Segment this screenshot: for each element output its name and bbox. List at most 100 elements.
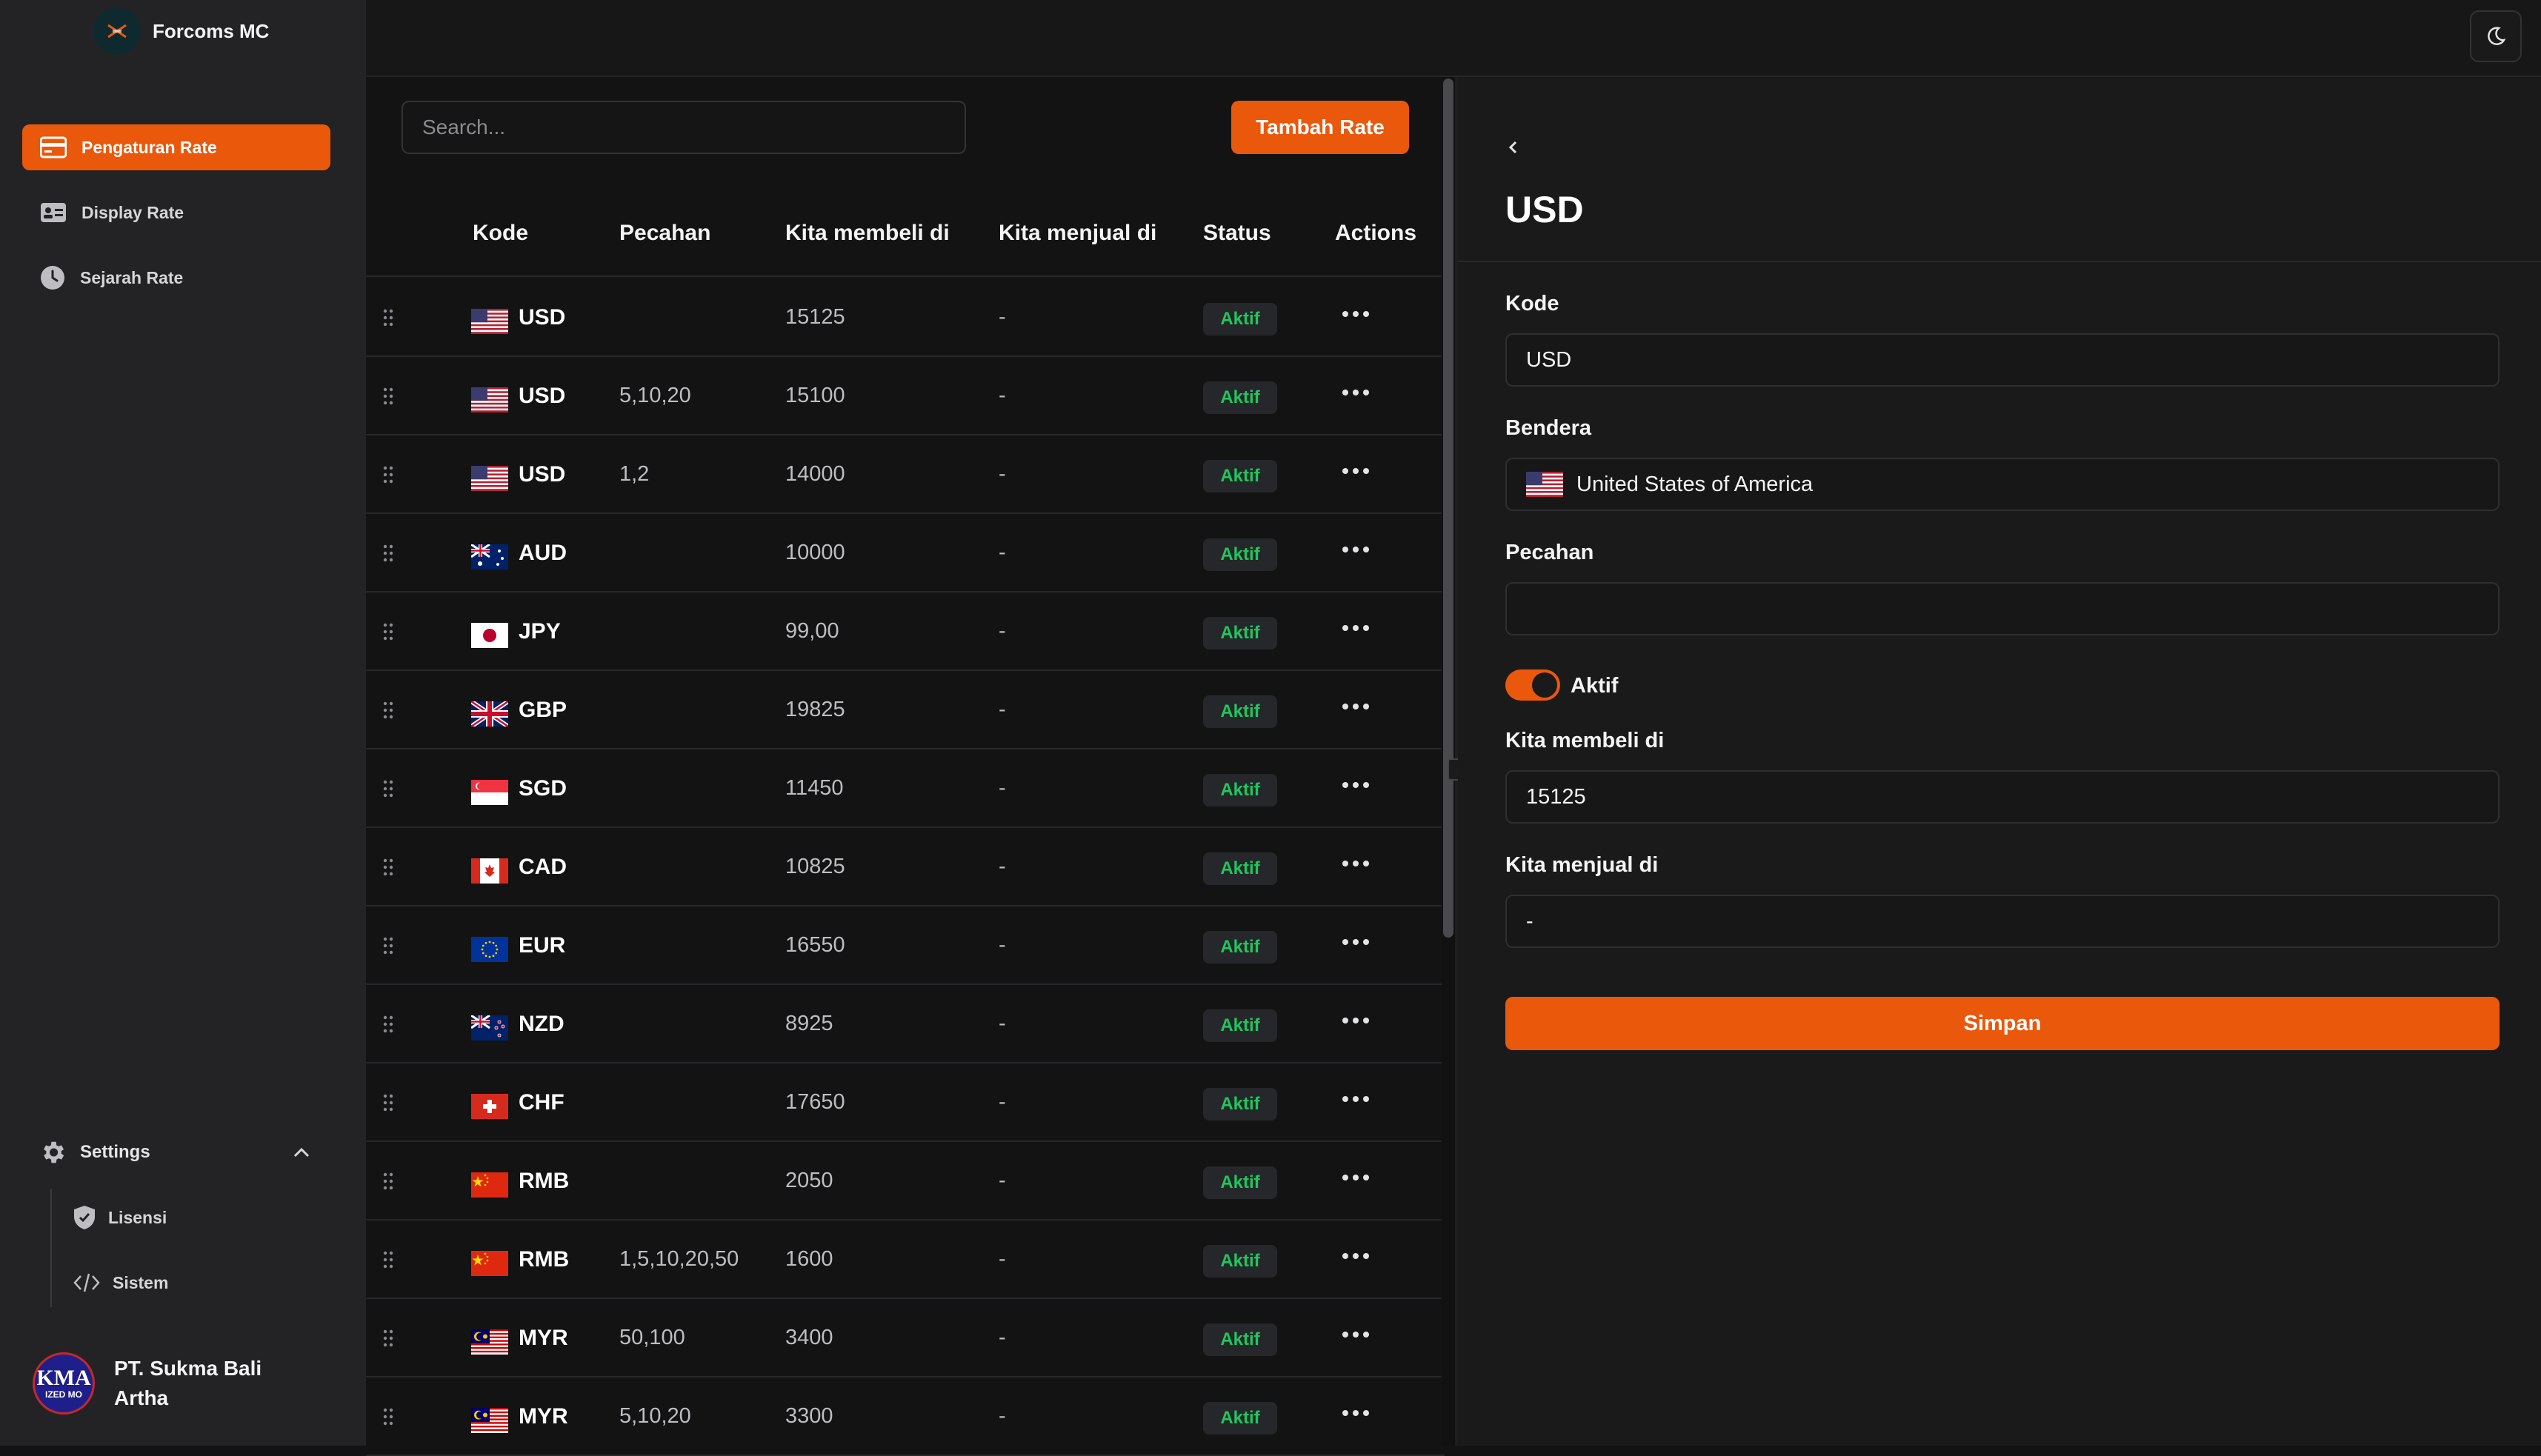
- drag-handle-icon[interactable]: [382, 622, 394, 641]
- beli-value: 15125: [1526, 784, 1586, 809]
- more-actions-icon[interactable]: [1341, 624, 1371, 632]
- sidebar-item-pengaturan-rate[interactable]: Pengaturan Rate: [22, 124, 330, 170]
- drag-handle-icon[interactable]: [382, 1329, 394, 1348]
- table-row[interactable]: SGD 11450 - Aktif: [366, 749, 1445, 828]
- sidebar-item-sistem[interactable]: Sistem: [73, 1263, 168, 1302]
- beli-field[interactable]: 15125: [1505, 770, 2500, 824]
- flag-gb-icon: [471, 701, 508, 727]
- cell-kode: RMB: [519, 1169, 570, 1193]
- search-input[interactable]: [402, 101, 966, 154]
- top-bar: [366, 0, 2541, 77]
- more-actions-icon[interactable]: [1341, 1095, 1371, 1103]
- drag-handle-icon[interactable]: [382, 544, 394, 563]
- more-actions-icon[interactable]: [1341, 1252, 1371, 1260]
- table-row[interactable]: CHF 17650 - Aktif: [366, 1063, 1445, 1142]
- table-row[interactable]: USD 5,10,20 15100 - Aktif: [366, 357, 1445, 435]
- drag-handle-icon[interactable]: [382, 465, 394, 484]
- table-row[interactable]: USD 15125 - Aktif: [366, 278, 1445, 357]
- sidebar-item-lisensi[interactable]: Lisensi: [73, 1198, 167, 1237]
- more-actions-icon[interactable]: [1341, 938, 1371, 946]
- status-badge: Aktif: [1203, 460, 1277, 492]
- settings-label: Settings: [80, 1142, 150, 1162]
- cell-jual: -: [999, 1169, 1006, 1192]
- table-row[interactable]: NZD 8925 - Aktif: [366, 985, 1445, 1063]
- cell-beli: 3400: [785, 1326, 833, 1349]
- table-row[interactable]: RMB 2050 - Aktif: [366, 1142, 1445, 1220]
- flag-ca-icon: [471, 858, 508, 884]
- more-actions-icon[interactable]: [1341, 702, 1371, 711]
- table-row[interactable]: RMB 1,5,10,20,50 1600 - Aktif: [366, 1220, 1445, 1299]
- company-profile[interactable]: KMA IZED MO PT. Sukma Bali Artha: [33, 1352, 277, 1415]
- app-title: Forcoms MC: [153, 19, 270, 42]
- sidebar-item-sejarah-rate[interactable]: Sejarah Rate: [22, 255, 330, 301]
- more-actions-icon[interactable]: [1341, 545, 1371, 554]
- cell-beli: 99,00: [785, 619, 839, 643]
- drag-handle-icon[interactable]: [382, 1015, 394, 1034]
- cell-pecahan: 5,10,20: [619, 384, 691, 407]
- more-actions-icon[interactable]: [1341, 467, 1371, 475]
- column-header-kode: Kode: [473, 221, 528, 245]
- settings-toggle[interactable]: Settings: [39, 1132, 313, 1173]
- flag-my-icon: [471, 1329, 508, 1355]
- more-actions-icon[interactable]: [1341, 1016, 1371, 1025]
- table-row[interactable]: CAD 10825 - Aktif: [366, 828, 1445, 906]
- cell-kode: AUD: [519, 541, 567, 565]
- cell-jual: -: [999, 776, 1006, 800]
- sidebar: Forcoms MC Pengaturan Rate Display Rate …: [0, 0, 366, 1446]
- theme-toggle-button[interactable]: [2470, 10, 2522, 62]
- column-header-actions: Actions: [1335, 221, 1417, 245]
- drag-handle-icon[interactable]: [382, 1172, 394, 1191]
- more-actions-icon[interactable]: [1341, 310, 1371, 318]
- table-row[interactable]: JPY 99,00 - Aktif: [366, 592, 1445, 671]
- drag-handle-icon[interactable]: [382, 387, 394, 406]
- brand[interactable]: Forcoms MC: [93, 7, 269, 55]
- column-header-jual: Kita menjual di: [999, 221, 1157, 245]
- more-actions-icon[interactable]: [1341, 1409, 1371, 1417]
- drag-handle-icon[interactable]: [382, 936, 394, 955]
- cell-jual: -: [999, 1404, 1006, 1428]
- cell-jual: -: [999, 305, 1006, 329]
- more-actions-icon[interactable]: [1341, 1173, 1371, 1182]
- scrollbar-thumb[interactable]: [1443, 79, 1453, 938]
- page-title: USD: [1505, 189, 1584, 230]
- table-row[interactable]: MYR 5,10,20 3300 - Aktif: [366, 1377, 1445, 1456]
- table-row[interactable]: MYR 50,100 3400 - Aktif: [366, 1299, 1445, 1377]
- kode-field[interactable]: USD: [1505, 333, 2500, 387]
- table-row[interactable]: GBP 19825 - Aktif: [366, 671, 1445, 749]
- more-actions-icon[interactable]: [1341, 859, 1371, 868]
- kode-value: USD: [1526, 347, 1572, 372]
- pecahan-field[interactable]: [1505, 582, 2500, 635]
- credit-card-icon: [40, 136, 67, 158]
- save-button[interactable]: Simpan: [1505, 997, 2500, 1050]
- sidebar-item-label: Display Rate: [81, 202, 184, 222]
- more-actions-icon[interactable]: [1341, 1330, 1371, 1339]
- cell-beli: 10000: [785, 541, 845, 564]
- table-row[interactable]: USD 1,2 14000 - Aktif: [366, 435, 1445, 514]
- table-row[interactable]: AUD 10000 - Aktif: [366, 514, 1445, 592]
- cell-jual: -: [999, 933, 1006, 957]
- jual-field[interactable]: -: [1505, 895, 2500, 948]
- drag-handle-icon[interactable]: [382, 779, 394, 798]
- flag-my-icon: [471, 1408, 508, 1433]
- cell-kode: MYR: [519, 1326, 568, 1350]
- drag-handle-icon[interactable]: [382, 1093, 394, 1112]
- aktif-toggle[interactable]: [1505, 669, 1560, 701]
- sidebar-item-display-rate[interactable]: Display Rate: [22, 190, 330, 236]
- flag-ch-icon: [471, 1094, 508, 1119]
- status-badge: Aktif: [1203, 852, 1277, 885]
- back-button[interactable]: [1505, 136, 1522, 162]
- drag-handle-icon[interactable]: [382, 701, 394, 720]
- cell-jual: -: [999, 541, 1006, 564]
- more-actions-icon[interactable]: [1341, 388, 1371, 397]
- table-row[interactable]: EUR 16550 - Aktif: [366, 906, 1445, 985]
- drag-handle-icon[interactable]: [382, 858, 394, 877]
- chevron-up-icon: [293, 1147, 310, 1158]
- cell-kode: CHF: [519, 1090, 565, 1115]
- drag-handle-icon[interactable]: [382, 1250, 394, 1269]
- drag-handle-icon[interactable]: [382, 308, 394, 327]
- add-rate-button[interactable]: Tambah Rate: [1231, 101, 1409, 154]
- drag-handle-icon[interactable]: [382, 1407, 394, 1426]
- sidebar-item-label: Lisensi: [108, 1207, 167, 1227]
- bendera-select[interactable]: United States of America: [1505, 458, 2500, 511]
- more-actions-icon[interactable]: [1341, 781, 1371, 789]
